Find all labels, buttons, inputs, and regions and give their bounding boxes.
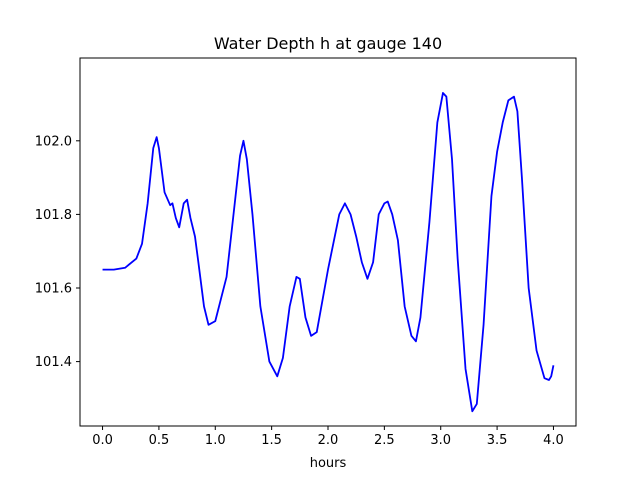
- y-tick-label: 101.8: [35, 208, 72, 223]
- x-axis: 0.0 0.5 1.0 1.5 2.0 2.5 3.0 3.5 4.0: [92, 426, 564, 448]
- x-tick-label: 0.5: [149, 433, 170, 448]
- x-tick-label: 4.0: [543, 433, 564, 448]
- chart-title: Water Depth h at gauge 140: [214, 34, 442, 53]
- x-tick-label: 1.5: [261, 433, 282, 448]
- x-tick-label: 3.5: [487, 433, 508, 448]
- y-axis: 101.4 101.6 101.8 102.0: [35, 134, 80, 370]
- x-tick-label: 1.0: [205, 433, 226, 448]
- x-tick-label: 2.5: [374, 433, 395, 448]
- y-tick-label: 102.0: [35, 134, 72, 149]
- x-tick-label: 2.0: [318, 433, 339, 448]
- x-tick-label: 0.0: [92, 433, 113, 448]
- x-tick-label: 3.0: [430, 433, 451, 448]
- water-depth-line: [102, 92, 555, 413]
- y-tick-label: 101.6: [35, 282, 72, 297]
- x-axis-label: hours: [310, 456, 347, 471]
- y-tick-label: 101.4: [35, 355, 72, 370]
